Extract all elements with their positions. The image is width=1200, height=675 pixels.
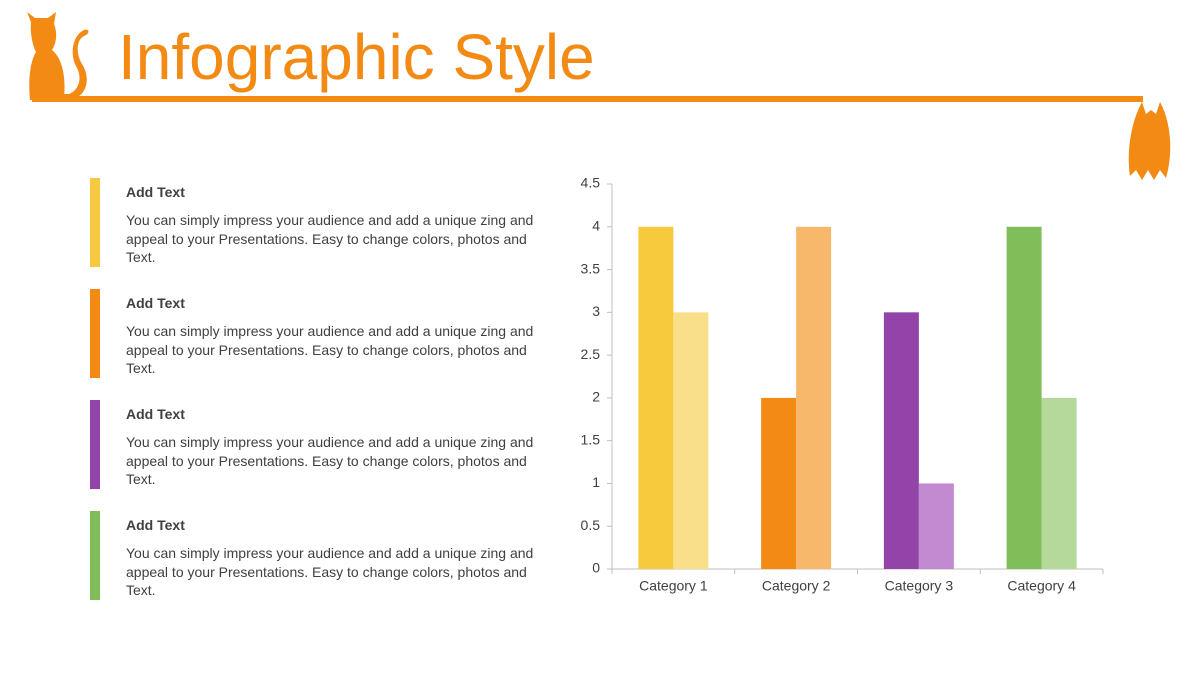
y-tick-label: 1.5 [581,431,601,447]
cat-icon [27,12,89,100]
y-tick-label: 3.5 [581,260,601,276]
color-bar [90,289,100,378]
bar [1041,397,1077,569]
x-tick-label: Category 1 [639,578,708,594]
y-tick-label: 4 [592,217,600,233]
bat-icon [1128,102,1171,180]
y-tick-label: 3 [592,303,600,319]
text-item: Add Text You can simply impress your audi… [90,400,550,489]
bar [638,226,674,569]
color-bar [90,178,100,267]
item-body: You can simply impress your audience and… [126,323,534,376]
text-item: Add Text You can simply impress your audi… [90,178,550,267]
y-tick-label: 2 [592,389,600,405]
item-heading: Add Text [126,406,185,422]
bar [918,483,954,569]
text-item: Add Text You can simply impress your audi… [90,289,550,378]
y-tick-label: 0 [592,560,600,576]
item-heading: Add Text [126,295,185,311]
x-tick-label: Category 4 [1007,578,1076,594]
color-bar [90,400,100,489]
y-tick-label: 1 [592,474,600,490]
item-body: You can simply impress your audience and… [126,545,534,598]
item-body: You can simply impress your audience and… [126,212,534,265]
item-heading: Add Text [126,184,185,200]
title-rule [32,96,1143,102]
color-bar [90,511,100,600]
x-tick-label: Category 3 [885,578,954,594]
item-body: You can simply impress your audience and… [126,434,534,487]
x-tick-label: Category 2 [762,578,831,594]
page-title: Infographic Style [118,21,595,93]
y-tick-label: 4.5 [581,175,601,191]
item-heading: Add Text [126,517,185,533]
bar [673,312,709,569]
y-tick-label: 2.5 [581,346,601,362]
bar [761,397,797,569]
bar [796,226,832,569]
bar [883,312,919,569]
text-item: Add Text You can simply impress your audi… [90,511,550,600]
y-tick-label: 0.5 [581,517,601,533]
bar [1006,226,1042,569]
